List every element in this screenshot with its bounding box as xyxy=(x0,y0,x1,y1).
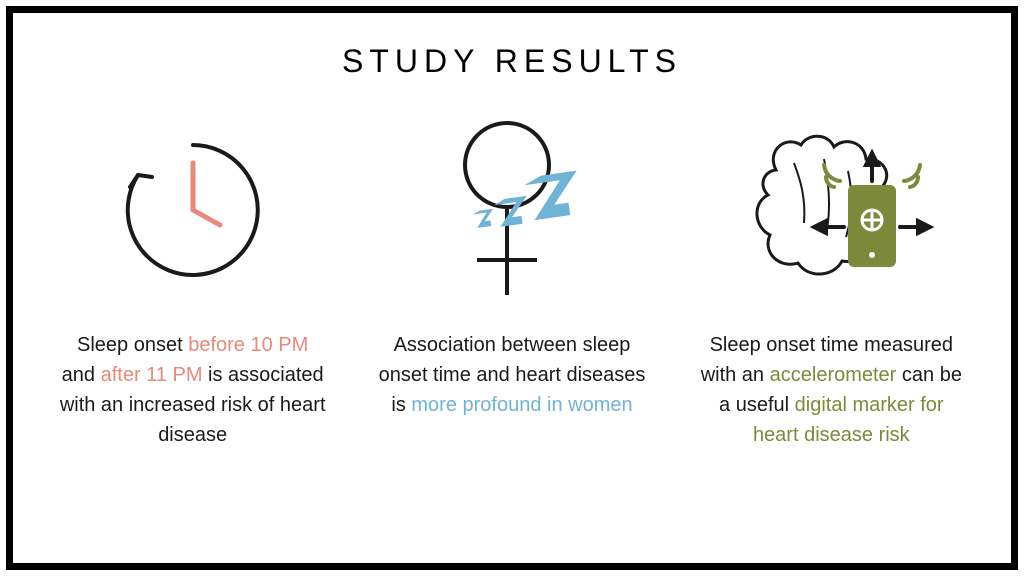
panel-female-caption: Association between sleep onset time and… xyxy=(372,330,651,420)
columns-row: Sleep onset before 10 PM and after 11 PM… xyxy=(53,110,971,523)
panel-clock-caption: Sleep onset before 10 PM and after 11 PM… xyxy=(53,330,332,450)
panel-clock: Sleep onset before 10 PM and after 11 PM… xyxy=(53,110,332,523)
panel-female: Association between sleep onset time and… xyxy=(372,110,651,523)
infographic-frame: STUDY RESULTS Sleep onset before 10 PM a… xyxy=(6,6,1018,570)
clock-icon xyxy=(53,110,332,310)
page-title: STUDY RESULTS xyxy=(53,43,971,80)
panel-heart-device: Sleep onset time measured with an accele… xyxy=(692,110,971,523)
panel-heart-caption: Sleep onset time measured with an accele… xyxy=(692,330,971,450)
heart-accelerometer-icon xyxy=(692,110,971,310)
female-symbol-icon xyxy=(372,110,651,310)
